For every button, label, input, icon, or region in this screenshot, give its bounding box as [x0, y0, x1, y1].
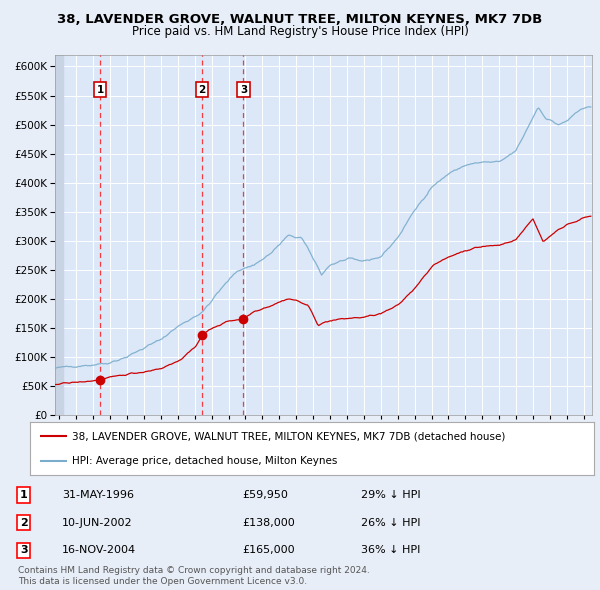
Text: 1: 1: [20, 490, 28, 500]
Text: Contains HM Land Registry data © Crown copyright and database right 2024.
This d: Contains HM Land Registry data © Crown c…: [18, 566, 370, 586]
Text: 1: 1: [97, 85, 104, 95]
Text: £59,950: £59,950: [242, 490, 288, 500]
Bar: [55, 55, 64, 415]
Text: 36% ↓ HPI: 36% ↓ HPI: [361, 545, 420, 555]
Text: 26% ↓ HPI: 26% ↓ HPI: [361, 517, 420, 527]
Text: 38, LAVENDER GROVE, WALNUT TREE, MILTON KEYNES, MK7 7DB: 38, LAVENDER GROVE, WALNUT TREE, MILTON …: [58, 13, 542, 26]
Text: £138,000: £138,000: [242, 517, 295, 527]
Text: 10-JUN-2002: 10-JUN-2002: [62, 517, 133, 527]
Text: 2: 2: [199, 85, 206, 95]
Text: 31-MAY-1996: 31-MAY-1996: [62, 490, 134, 500]
Text: Price paid vs. HM Land Registry's House Price Index (HPI): Price paid vs. HM Land Registry's House …: [131, 25, 469, 38]
Text: 2: 2: [20, 517, 28, 527]
Text: 3: 3: [240, 85, 247, 95]
Text: 3: 3: [20, 545, 28, 555]
Text: HPI: Average price, detached house, Milton Keynes: HPI: Average price, detached house, Milt…: [73, 455, 338, 466]
Text: 38, LAVENDER GROVE, WALNUT TREE, MILTON KEYNES, MK7 7DB (detached house): 38, LAVENDER GROVE, WALNUT TREE, MILTON …: [73, 431, 506, 441]
Text: 16-NOV-2004: 16-NOV-2004: [62, 545, 136, 555]
Text: 29% ↓ HPI: 29% ↓ HPI: [361, 490, 420, 500]
Text: £165,000: £165,000: [242, 545, 295, 555]
